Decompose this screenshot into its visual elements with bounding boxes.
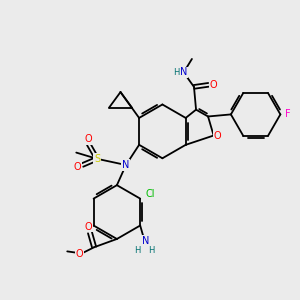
Text: O: O <box>84 222 92 232</box>
Text: N: N <box>142 236 149 246</box>
Text: O: O <box>210 80 218 90</box>
Text: O: O <box>85 134 92 144</box>
Text: Cl: Cl <box>146 190 155 200</box>
Text: O: O <box>74 162 81 172</box>
Text: H: H <box>134 246 140 255</box>
Text: H: H <box>173 68 180 77</box>
Text: N: N <box>180 68 187 77</box>
Text: S: S <box>94 154 100 164</box>
Text: F: F <box>285 110 290 119</box>
Text: O: O <box>76 250 83 260</box>
Text: O: O <box>214 130 222 140</box>
Text: N: N <box>122 160 130 170</box>
Text: H: H <box>148 246 155 255</box>
